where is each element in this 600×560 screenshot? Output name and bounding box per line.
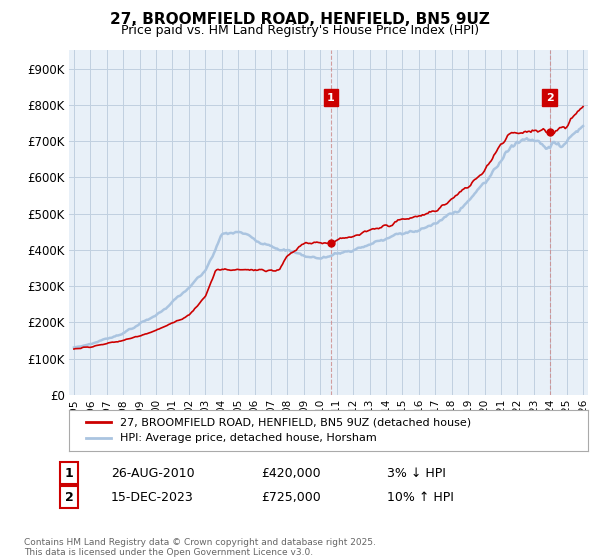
Legend: 27, BROOMFIELD ROAD, HENFIELD, BN5 9UZ (detached house), HPI: Average price, det: 27, BROOMFIELD ROAD, HENFIELD, BN5 9UZ (… xyxy=(80,411,478,450)
Text: 2: 2 xyxy=(545,92,553,102)
Text: 1: 1 xyxy=(327,92,335,102)
Text: £725,000: £725,000 xyxy=(261,491,321,504)
Point xyxy=(326,238,336,247)
Text: 3% ↓ HPI: 3% ↓ HPI xyxy=(387,466,446,480)
Text: 10% ↑ HPI: 10% ↑ HPI xyxy=(387,491,454,504)
Text: 1: 1 xyxy=(65,466,73,480)
Text: 26-AUG-2010: 26-AUG-2010 xyxy=(111,466,194,480)
Point xyxy=(545,128,554,137)
Text: 15-DEC-2023: 15-DEC-2023 xyxy=(111,491,194,504)
Text: 27, BROOMFIELD ROAD, HENFIELD, BN5 9UZ: 27, BROOMFIELD ROAD, HENFIELD, BN5 9UZ xyxy=(110,12,490,27)
Text: £420,000: £420,000 xyxy=(261,466,320,480)
Text: Contains HM Land Registry data © Crown copyright and database right 2025.
This d: Contains HM Land Registry data © Crown c… xyxy=(24,538,376,557)
Text: 2: 2 xyxy=(65,491,73,504)
Text: Price paid vs. HM Land Registry's House Price Index (HPI): Price paid vs. HM Land Registry's House … xyxy=(121,24,479,37)
